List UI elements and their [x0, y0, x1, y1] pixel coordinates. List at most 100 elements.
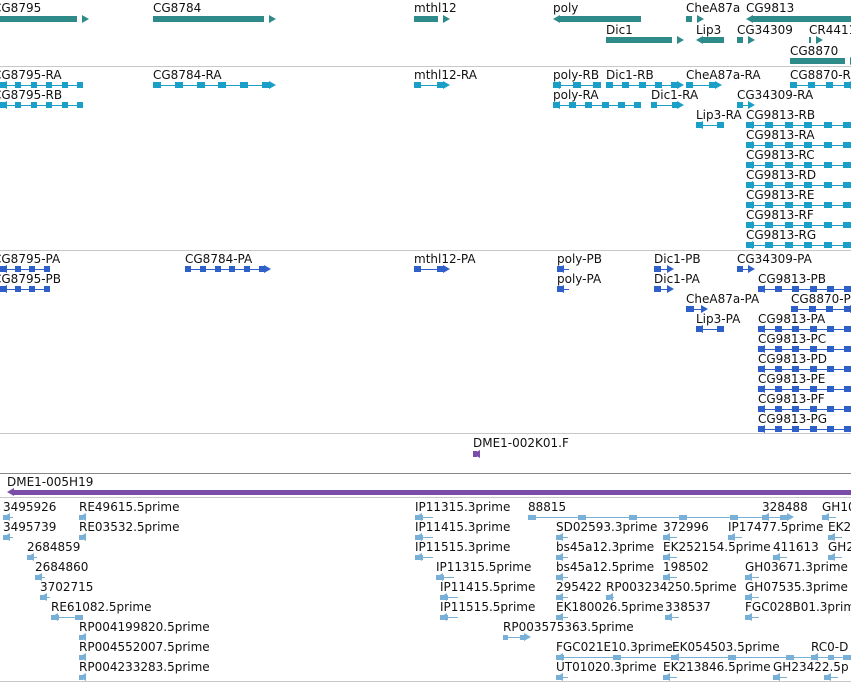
transcripts-feature[interactable] [746, 141, 851, 149]
genes-feature-label[interactable]: poly [553, 1, 579, 15]
est-feature-label[interactable]: IP11415.5prime [440, 580, 536, 594]
transcripts-feature[interactable] [746, 221, 851, 229]
est-feature[interactable] [528, 513, 794, 521]
est-feature-label[interactable]: EK180026.5prime [556, 600, 664, 614]
genes-feature-label[interactable]: CG8795 [0, 1, 42, 15]
est-feature-label[interactable]: GH03671.3prime [745, 560, 848, 574]
proteins-feature[interactable] [654, 265, 674, 273]
transcripts-feature-label[interactable]: poly-RA [553, 88, 599, 102]
est-feature-label[interactable]: RC0-D [811, 640, 849, 654]
est-feature[interactable] [415, 513, 433, 521]
transcripts-feature-label[interactable]: CG9813-RG [746, 228, 817, 242]
est-feature-label[interactable]: 3495739 [3, 520, 57, 534]
transcripts-feature-label[interactable]: Dic1-RB [606, 68, 654, 82]
genes-feature[interactable] [553, 15, 641, 23]
est-feature-label[interactable]: RP004199820.5prime [79, 620, 210, 634]
genes-feature[interactable] [737, 36, 755, 44]
proteins-feature-label[interactable]: CG8784-PA [185, 252, 253, 266]
transcripts-feature-label[interactable]: CG8795-RB [0, 88, 63, 102]
transcripts-feature-label[interactable]: CG9813-RC [746, 148, 815, 162]
genes-feature-label[interactable]: mthl12 [414, 1, 457, 15]
transcripts-feature[interactable] [651, 101, 684, 109]
genes-feature-label[interactable]: CheA87a [686, 1, 741, 15]
genes-feature[interactable] [414, 15, 450, 23]
est-feature[interactable] [828, 553, 842, 561]
est-feature[interactable] [663, 553, 677, 561]
proteins-feature-label[interactable]: poly-PB [557, 252, 602, 266]
transcripts-feature-label[interactable]: mthl12-RA [414, 68, 477, 82]
transcripts-feature[interactable] [553, 101, 641, 109]
est-feature-label[interactable]: SD02593.3prime [556, 520, 658, 534]
proteins-feature-label[interactable]: Lip3-PA [696, 312, 741, 326]
transcripts-feature[interactable] [0, 81, 83, 89]
est-feature[interactable] [672, 653, 682, 661]
proteins-feature-label[interactable]: CheA87a-PA [686, 292, 760, 306]
transcripts-feature[interactable] [746, 181, 851, 189]
genes-feature[interactable] [0, 15, 89, 23]
est-feature-label[interactable]: IP11315.5prime [436, 560, 532, 574]
est-feature[interactable] [822, 513, 836, 521]
est-feature[interactable] [40, 593, 50, 601]
proteins-feature-label[interactable]: CG9813-PE [758, 372, 826, 386]
est-feature-label[interactable]: FGC021E10.3prime [556, 640, 673, 654]
genes-feature[interactable] [606, 36, 684, 44]
est-feature[interactable] [606, 593, 614, 601]
transcripts-feature-label[interactable]: CheA87a-RA [686, 68, 761, 82]
est-feature-label[interactable]: bs45a12.5prime [556, 560, 655, 574]
genes-feature-label[interactable]: CR4411 [809, 23, 851, 37]
est-feature-label[interactable]: 2684859 [27, 540, 81, 554]
transcripts-feature-label[interactable]: poly-RB [553, 68, 600, 82]
proteins-feature[interactable] [557, 285, 569, 293]
transcripts-feature[interactable] [746, 241, 851, 249]
est-feature-label[interactable]: IP17477.5prime [728, 520, 824, 534]
est-feature[interactable] [828, 533, 842, 541]
est-feature-label[interactable]: UT01020.3prime [556, 660, 657, 674]
est-feature-label[interactable]: RP003234250.5prime [606, 580, 737, 594]
transcripts-feature[interactable] [606, 81, 684, 89]
proteins-feature-label[interactable]: CG8870-P [791, 292, 851, 306]
est-feature[interactable] [663, 573, 677, 581]
proteins-feature[interactable] [758, 345, 851, 353]
est-feature-label[interactable]: GH23422.5p [773, 660, 849, 674]
transcripts-feature[interactable] [153, 81, 276, 89]
est-feature[interactable] [415, 553, 433, 561]
genes-feature[interactable] [153, 15, 276, 23]
est-feature-label[interactable]: 372996 [663, 520, 709, 534]
genes-feature[interactable] [686, 15, 704, 23]
est-feature[interactable] [556, 613, 568, 621]
est-feature[interactable] [556, 553, 568, 561]
proteins-feature[interactable] [758, 325, 851, 333]
proteins-feature[interactable] [758, 285, 851, 293]
est-feature-label[interactable]: EK054503.5prime [672, 640, 780, 654]
transcripts-feature-label[interactable]: Lip3-RA [696, 108, 742, 122]
est-feature-label[interactable]: RP004233283.5prime [79, 660, 210, 674]
transcripts-feature-label[interactable]: CG8795-RA [0, 68, 62, 82]
est-feature[interactable] [745, 593, 759, 601]
est-feature-label[interactable]: RE03532.5prime [79, 520, 180, 534]
est-feature-label[interactable]: 3495926 [3, 500, 57, 514]
genes-feature-label[interactable]: CG9813 [746, 1, 795, 15]
est-feature[interactable] [3, 533, 13, 541]
est-feature-label[interactable]: 3702715 [40, 580, 94, 594]
transcripts-feature[interactable] [0, 101, 83, 109]
est-feature-label[interactable]: EK252154.5prime [663, 540, 771, 554]
est-feature-label[interactable]: RP003575363.5prime [503, 620, 634, 634]
transcripts-feature-label[interactable]: CG8784-RA [153, 68, 222, 82]
proteins-feature[interactable] [557, 265, 569, 273]
est-feature[interactable] [27, 553, 37, 561]
est-feature[interactable] [556, 533, 568, 541]
est-feature[interactable] [440, 593, 458, 601]
est-feature[interactable] [745, 613, 759, 621]
proteins-feature-label[interactable]: Dic1-PB [654, 252, 701, 266]
proteins-feature[interactable] [696, 325, 724, 333]
est-feature-label[interactable]: GH2 [828, 540, 851, 554]
transcripts-feature[interactable] [746, 161, 851, 169]
genes-feature[interactable] [746, 15, 851, 23]
proteins-feature-label[interactable]: CG9813-PD [758, 352, 828, 366]
est-feature[interactable] [79, 653, 86, 661]
proteins-feature-label[interactable]: mthl12-PA [414, 252, 476, 266]
proteins-feature-label[interactable]: CG8795-PA [0, 252, 61, 266]
est-feature[interactable] [773, 673, 787, 681]
est-feature[interactable] [51, 613, 83, 621]
est-feature-label[interactable]: IP11415.3prime [415, 520, 511, 534]
